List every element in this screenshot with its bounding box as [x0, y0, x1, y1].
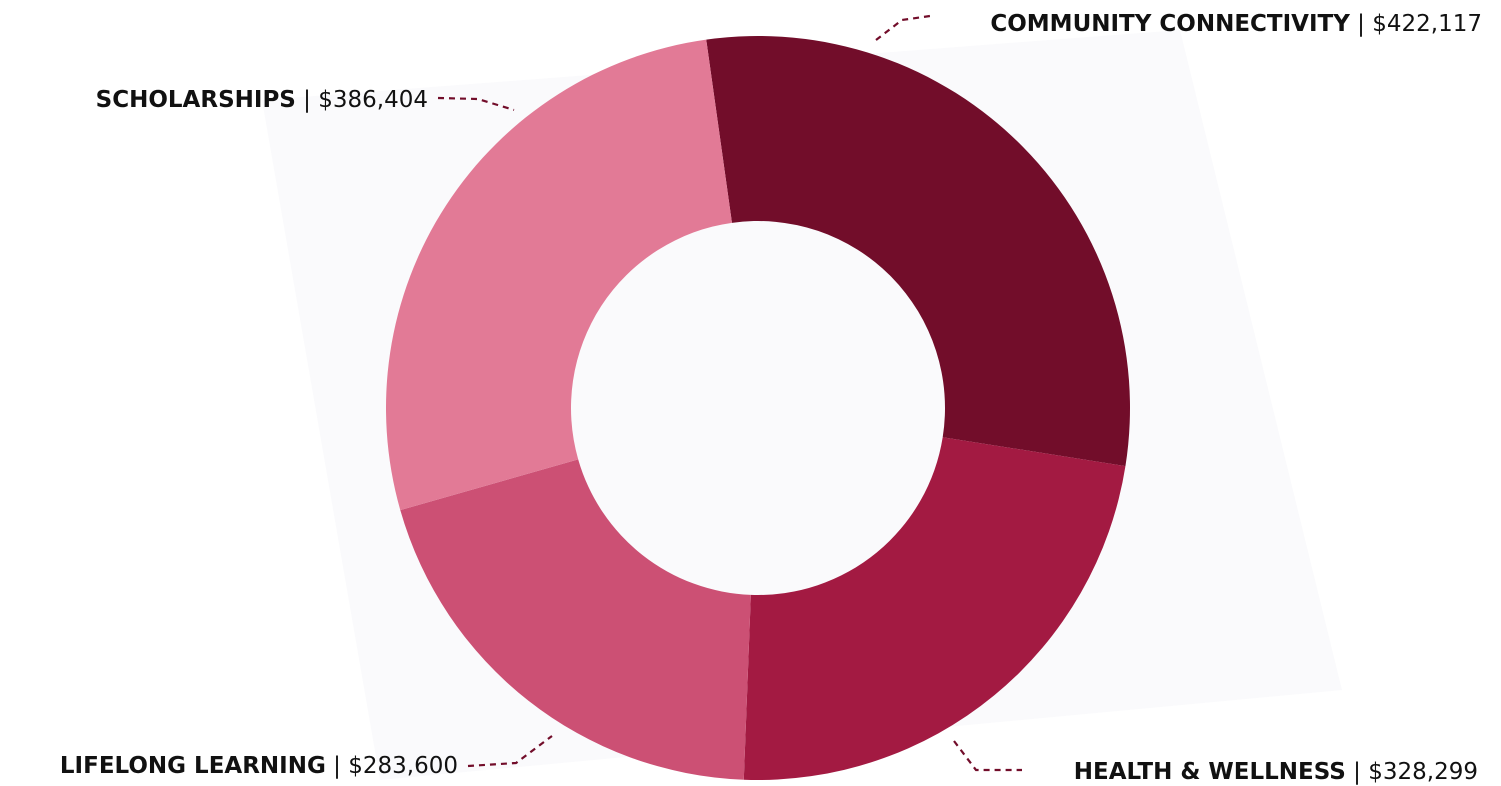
slice-lifelong-learning: [400, 459, 751, 780]
leader-health-and-wellness: [953, 740, 1022, 772]
leader-scholarships: [437, 96, 515, 112]
label-text: LIFELONG LEARNING | $283,600: [60, 753, 458, 779]
category-name: HEALTH & WELLNESS: [1074, 759, 1346, 785]
label-scholarships: SCHOLARSHIPS | $386,404: [96, 87, 428, 113]
slice-community-connectivity: [706, 35, 1130, 467]
label-health-and-wellness: HEALTH & WELLNESS | $328,299: [1074, 759, 1478, 785]
label-text: SCHOLARSHIPS | $386,404: [96, 87, 428, 113]
category-name: LIFELONG LEARNING: [60, 753, 326, 779]
leader-community-connectivity: [875, 14, 931, 41]
leader-lifelong-learning: [467, 735, 553, 768]
slice-health-and-wellness: [743, 437, 1126, 780]
label-community-connectivity: COMMUNITY CONNECTIVITY | $422,117: [990, 11, 1482, 37]
donut-slices: [386, 35, 1130, 780]
category-name: COMMUNITY CONNECTIVITY: [990, 11, 1350, 37]
label-separator: |: [1346, 759, 1368, 785]
category-value: $328,299: [1368, 759, 1478, 785]
label-text: HEALTH & WELLNESS | $328,299: [1074, 759, 1478, 785]
category-value: $283,600: [348, 753, 458, 779]
slice-scholarships: [386, 39, 732, 511]
slice-labels: COMMUNITY CONNECTIVITY | $422,117 SCHOLAR…: [60, 11, 1482, 785]
label-separator: |: [296, 87, 318, 113]
leader-lines: [437, 14, 1022, 772]
label-separator: |: [1350, 11, 1372, 37]
category-value: $386,404: [318, 87, 428, 113]
label-lifelong-learning: LIFELONG LEARNING | $283,600: [60, 753, 458, 779]
category-value: $422,117: [1372, 11, 1482, 37]
label-text: COMMUNITY CONNECTIVITY | $422,117: [990, 11, 1482, 37]
category-name: SCHOLARSHIPS: [96, 87, 296, 113]
label-separator: |: [326, 753, 348, 779]
